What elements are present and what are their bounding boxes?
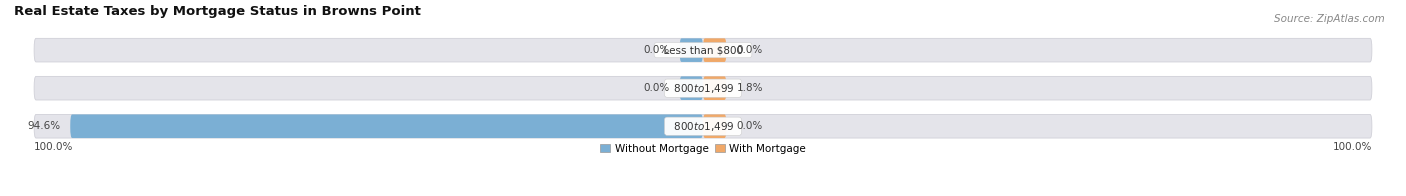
Legend: Without Mortgage, With Mortgage: Without Mortgage, With Mortgage	[596, 140, 810, 158]
FancyBboxPatch shape	[703, 114, 727, 138]
FancyBboxPatch shape	[703, 76, 727, 100]
Text: 0.0%: 0.0%	[644, 83, 669, 93]
FancyBboxPatch shape	[679, 38, 703, 62]
Text: 1.8%: 1.8%	[737, 83, 763, 93]
Text: Real Estate Taxes by Mortgage Status in Browns Point: Real Estate Taxes by Mortgage Status in …	[14, 5, 420, 18]
FancyBboxPatch shape	[34, 38, 1372, 62]
Text: 0.0%: 0.0%	[644, 45, 669, 55]
Text: Source: ZipAtlas.com: Source: ZipAtlas.com	[1274, 14, 1385, 24]
FancyBboxPatch shape	[70, 114, 703, 138]
Text: 0.0%: 0.0%	[737, 121, 762, 131]
Text: Less than $800: Less than $800	[657, 45, 749, 55]
FancyBboxPatch shape	[679, 76, 703, 100]
FancyBboxPatch shape	[703, 38, 727, 62]
FancyBboxPatch shape	[34, 76, 1372, 100]
Text: $800 to $1,499: $800 to $1,499	[666, 120, 740, 133]
Text: 0.0%: 0.0%	[737, 45, 762, 55]
FancyBboxPatch shape	[34, 114, 1372, 138]
Text: $800 to $1,499: $800 to $1,499	[666, 82, 740, 95]
Text: 100.0%: 100.0%	[1333, 142, 1372, 152]
Text: 94.6%: 94.6%	[27, 121, 60, 131]
Text: 100.0%: 100.0%	[34, 142, 73, 152]
